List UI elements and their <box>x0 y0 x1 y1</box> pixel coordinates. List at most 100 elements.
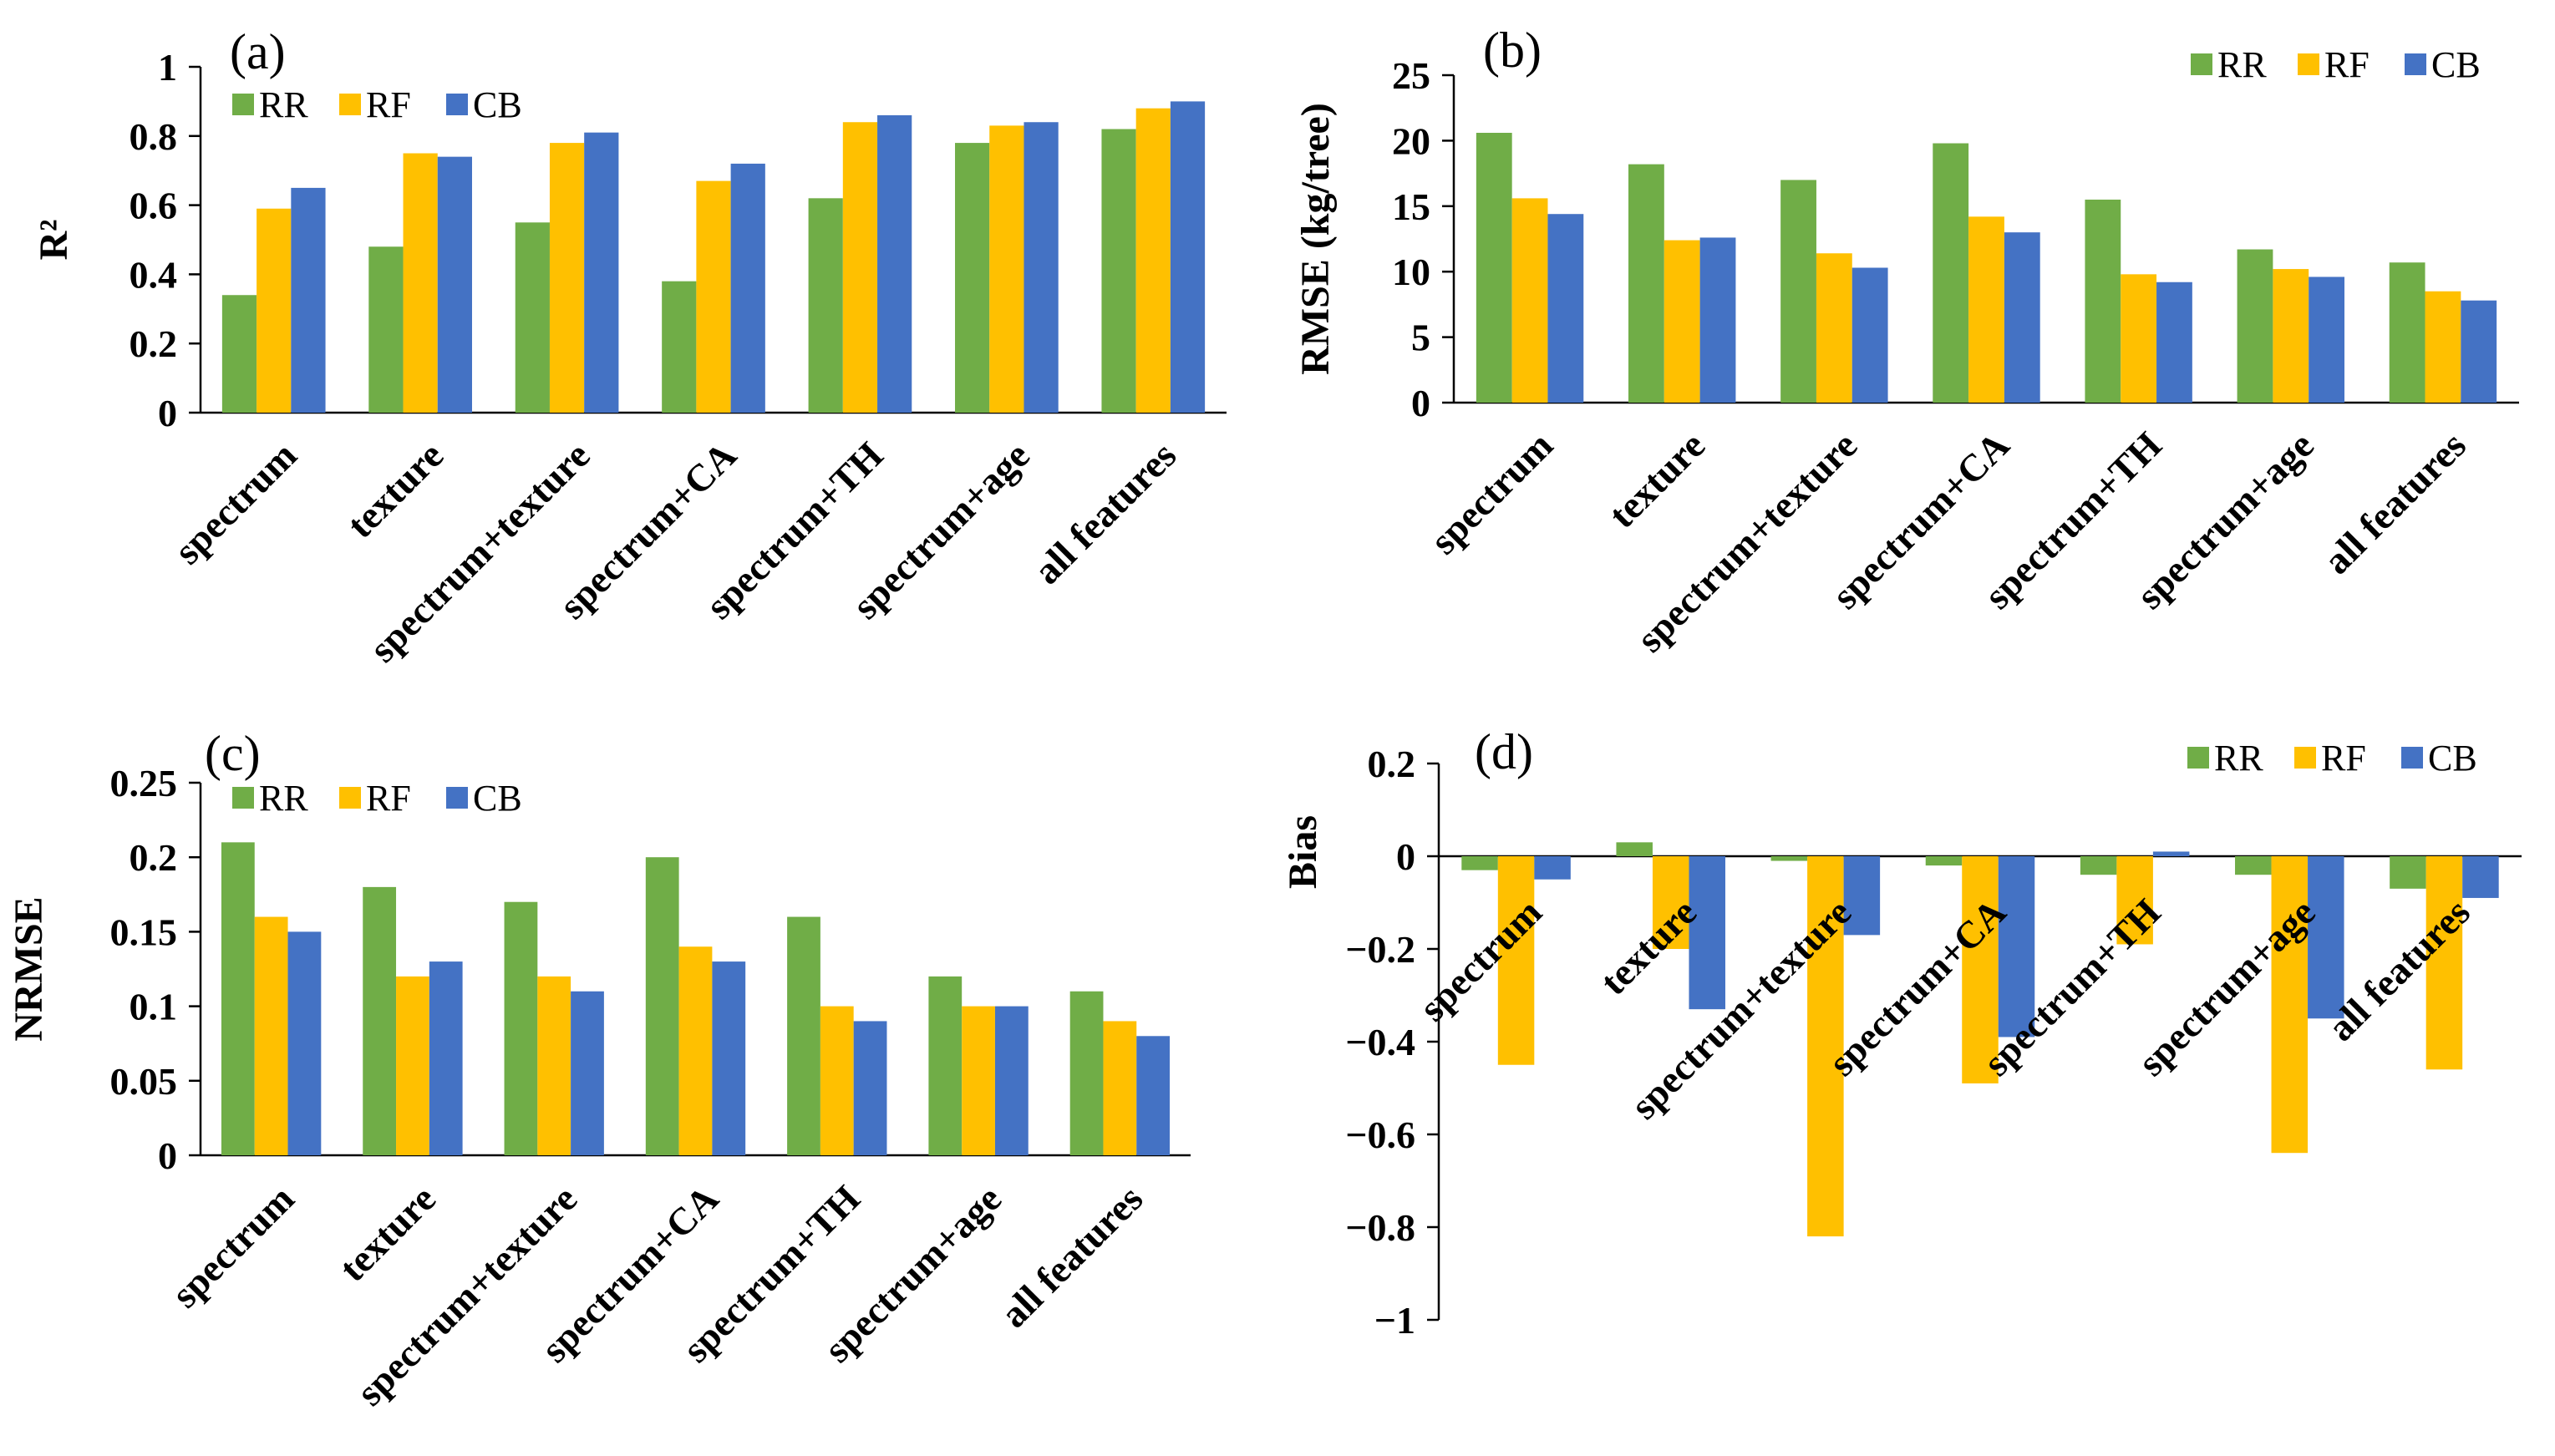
y-tick-label: 5 <box>1411 317 1430 359</box>
bar-rf-4 <box>696 180 731 413</box>
legend: RR RF CB <box>232 84 522 125</box>
legend-swatch-cb <box>2405 53 2426 75</box>
bar-rf-6 <box>2273 269 2309 403</box>
panel-label: (b) <box>1483 23 1542 78</box>
category-label: texture <box>338 434 451 546</box>
bar-cb-3 <box>1843 856 1881 936</box>
category-label: all features <box>1025 434 1184 592</box>
bar-cb-6 <box>2309 276 2344 403</box>
bar-rf-2 <box>1664 240 1700 403</box>
legend-label-cb: CB <box>2428 738 2477 779</box>
bar-rf-1 <box>1497 856 1535 1065</box>
bar-rf-6 <box>2271 856 2309 1154</box>
bar-cb-4 <box>730 163 765 413</box>
category-label: spectrum <box>166 434 305 572</box>
bar-rf-7 <box>1135 108 1171 413</box>
bar-rf-3 <box>1807 856 1844 1237</box>
bar-rr-5 <box>787 916 820 1155</box>
y-axis-title: RMSE (kg/tree) <box>1293 103 1338 375</box>
bar-cb-3 <box>584 132 619 413</box>
y-tick-label: 0.25 <box>110 762 178 804</box>
legend-swatch-rr <box>2191 53 2212 75</box>
bar-cb-1 <box>291 187 326 413</box>
bar-rf-2 <box>403 153 438 413</box>
bar-cb-7 <box>2461 300 2497 403</box>
bar-rr-2 <box>1628 164 1664 403</box>
legend-swatch-rf <box>2298 53 2319 75</box>
legend-label-rr: RR <box>2217 44 2267 85</box>
bar-rf-1 <box>1511 198 1548 403</box>
legend-label-rr: RR <box>2214 738 2263 779</box>
bar-rr-5 <box>2080 856 2117 875</box>
bar-rr-4 <box>1925 856 1963 866</box>
bar-rf-3 <box>537 976 571 1155</box>
legend-swatch-cb <box>2401 747 2423 769</box>
bar-cb-3 <box>1851 267 1888 403</box>
bar-rr-1 <box>1476 132 1512 403</box>
bar-rf-5 <box>842 122 878 413</box>
bar-cb-2 <box>429 961 463 1155</box>
legend-swatch-rf <box>2294 747 2316 769</box>
bar-rf-6 <box>989 125 1024 413</box>
y-tick-label: 1 <box>158 46 177 89</box>
legend-swatch-rf <box>339 787 361 809</box>
bar-rr-6 <box>928 976 963 1155</box>
bar-rr-7 <box>1101 129 1136 413</box>
bar-rr-1 <box>1461 856 1498 870</box>
panel-label: (a) <box>230 24 286 79</box>
bar-rr-5 <box>2085 199 2121 403</box>
y-tick-label: 0.4 <box>130 253 178 296</box>
bar-cb-1 <box>1534 856 1571 880</box>
bar-rr-3 <box>504 901 538 1155</box>
legend: RR RF CB <box>2187 738 2477 779</box>
bar-rr-6 <box>2237 249 2273 403</box>
bar-rr-6 <box>2235 856 2272 875</box>
bar-rf-3 <box>1816 253 1852 403</box>
legend-swatch-cb <box>446 787 468 809</box>
legend-swatch-cb <box>446 94 468 115</box>
y-tick-label: −0.4 <box>1345 1021 1415 1063</box>
bar-rf-7 <box>1103 1021 1137 1155</box>
bar-cb-4 <box>2004 232 2040 403</box>
y-tick-label: 0.8 <box>130 115 178 158</box>
bar-rr-7 <box>2389 262 2425 403</box>
bar-rr-7 <box>2390 856 2426 889</box>
y-tick-label: 0 <box>1411 382 1430 424</box>
category-label: all features <box>992 1177 1151 1336</box>
bar-cb-6 <box>994 1006 1029 1155</box>
y-tick-label: 10 <box>1392 251 1430 293</box>
bar-cb-5 <box>2156 282 2192 403</box>
legend-swatch-rr <box>232 787 254 809</box>
bar-rr-2 <box>1616 842 1653 856</box>
y-tick-label: 0.05 <box>110 1060 178 1103</box>
bar-rr-3 <box>515 222 550 413</box>
bar-cb-5 <box>2152 851 2190 856</box>
bar-cb-2 <box>1689 856 1725 1010</box>
bar-rf-3 <box>549 143 585 413</box>
legend-label-cb: CB <box>473 84 522 125</box>
legend-label-rr: RR <box>259 84 308 125</box>
bar-rr-2 <box>368 246 404 413</box>
bar-rr-4 <box>662 281 697 413</box>
bar-rr-5 <box>808 198 843 413</box>
y-tick-label: 0 <box>1396 835 1415 878</box>
bar-cb-2 <box>1699 237 1736 403</box>
bar-rf-4 <box>678 946 713 1155</box>
bar-rr-1 <box>221 842 255 1155</box>
legend-label-rf: RF <box>366 778 411 819</box>
category-label: all features <box>2315 424 2474 582</box>
y-tick-label: 0.2 <box>1368 743 1416 785</box>
bar-rr-2 <box>363 886 397 1155</box>
bar-cb-5 <box>877 114 912 413</box>
y-tick-label: −0.8 <box>1345 1206 1415 1249</box>
bar-cb-3 <box>571 991 604 1155</box>
y-axis-title: Bias <box>1281 815 1325 889</box>
legend-label-rr: RR <box>259 778 308 819</box>
y-tick-label: 25 <box>1392 54 1430 97</box>
bar-rr-3 <box>1780 180 1816 403</box>
y-axis-title: R² <box>32 219 76 260</box>
panel-label: (d) <box>1475 724 1533 779</box>
bar-cb-4 <box>712 961 746 1155</box>
